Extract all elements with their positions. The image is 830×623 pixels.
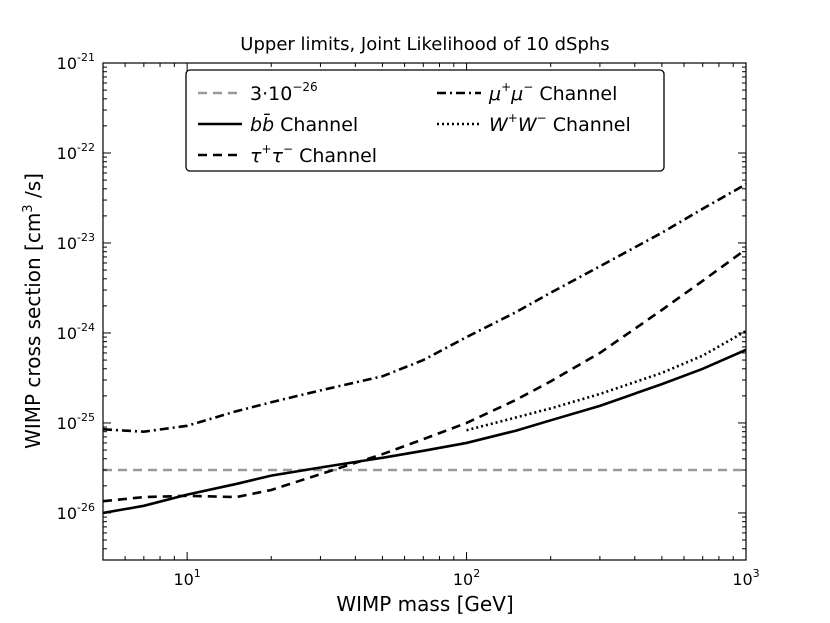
legend: 3·10−26 bb̄ Channel τ+τ− Channel μ+μ− Ch…: [185, 69, 665, 172]
series-line-4: [466, 329, 746, 432]
y-axis-label-main: WIMP cross section [cm: [21, 213, 45, 449]
plot-frame: [102, 62, 747, 561]
legend-label-ww: W+W− Channel: [489, 111, 631, 136]
x-tick-label-2: 103: [732, 567, 759, 589]
y-axis-label-sup: 3: [21, 204, 36, 212]
series-line-1: [103, 348, 746, 515]
y-tick-label-2: 10-24: [57, 321, 95, 343]
series-layer: [103, 183, 746, 515]
y-tick-label-1: 10-25: [57, 411, 95, 433]
x-tick-label-0: 101: [173, 567, 200, 589]
y-tick-label-3: 10-23: [57, 231, 95, 253]
series-line-2: [103, 248, 746, 503]
y-tick-label-0: 10-26: [57, 501, 95, 523]
legend-box: [185, 69, 665, 172]
tick-layer: 101 102 103 10-26 10-25 10-24 10-23 10-22 10-21: [57, 51, 760, 589]
legend-label-bb: bb̄ Channel: [250, 112, 358, 136]
legend-label-tautau: τ+τ− Channel: [250, 142, 377, 167]
x-tick-label-1: 102: [453, 567, 480, 589]
legend-label-mumu: μ+μ− Channel: [488, 80, 617, 105]
y-axis-label: WIMP cross section [cm3 /s]: [21, 173, 45, 449]
legend-label-threshold: 3·10−26: [250, 80, 318, 105]
y-tick-label-5: 10-21: [57, 51, 95, 73]
chart-title: Upper limits, Joint Likelihood of 10 dSp…: [240, 34, 609, 55]
series-line-3: [103, 183, 746, 433]
y-axis-label-end: /s]: [21, 173, 45, 204]
y-tick-label-4: 10-22: [57, 141, 95, 163]
x-axis-label: WIMP mass [GeV]: [336, 592, 513, 616]
